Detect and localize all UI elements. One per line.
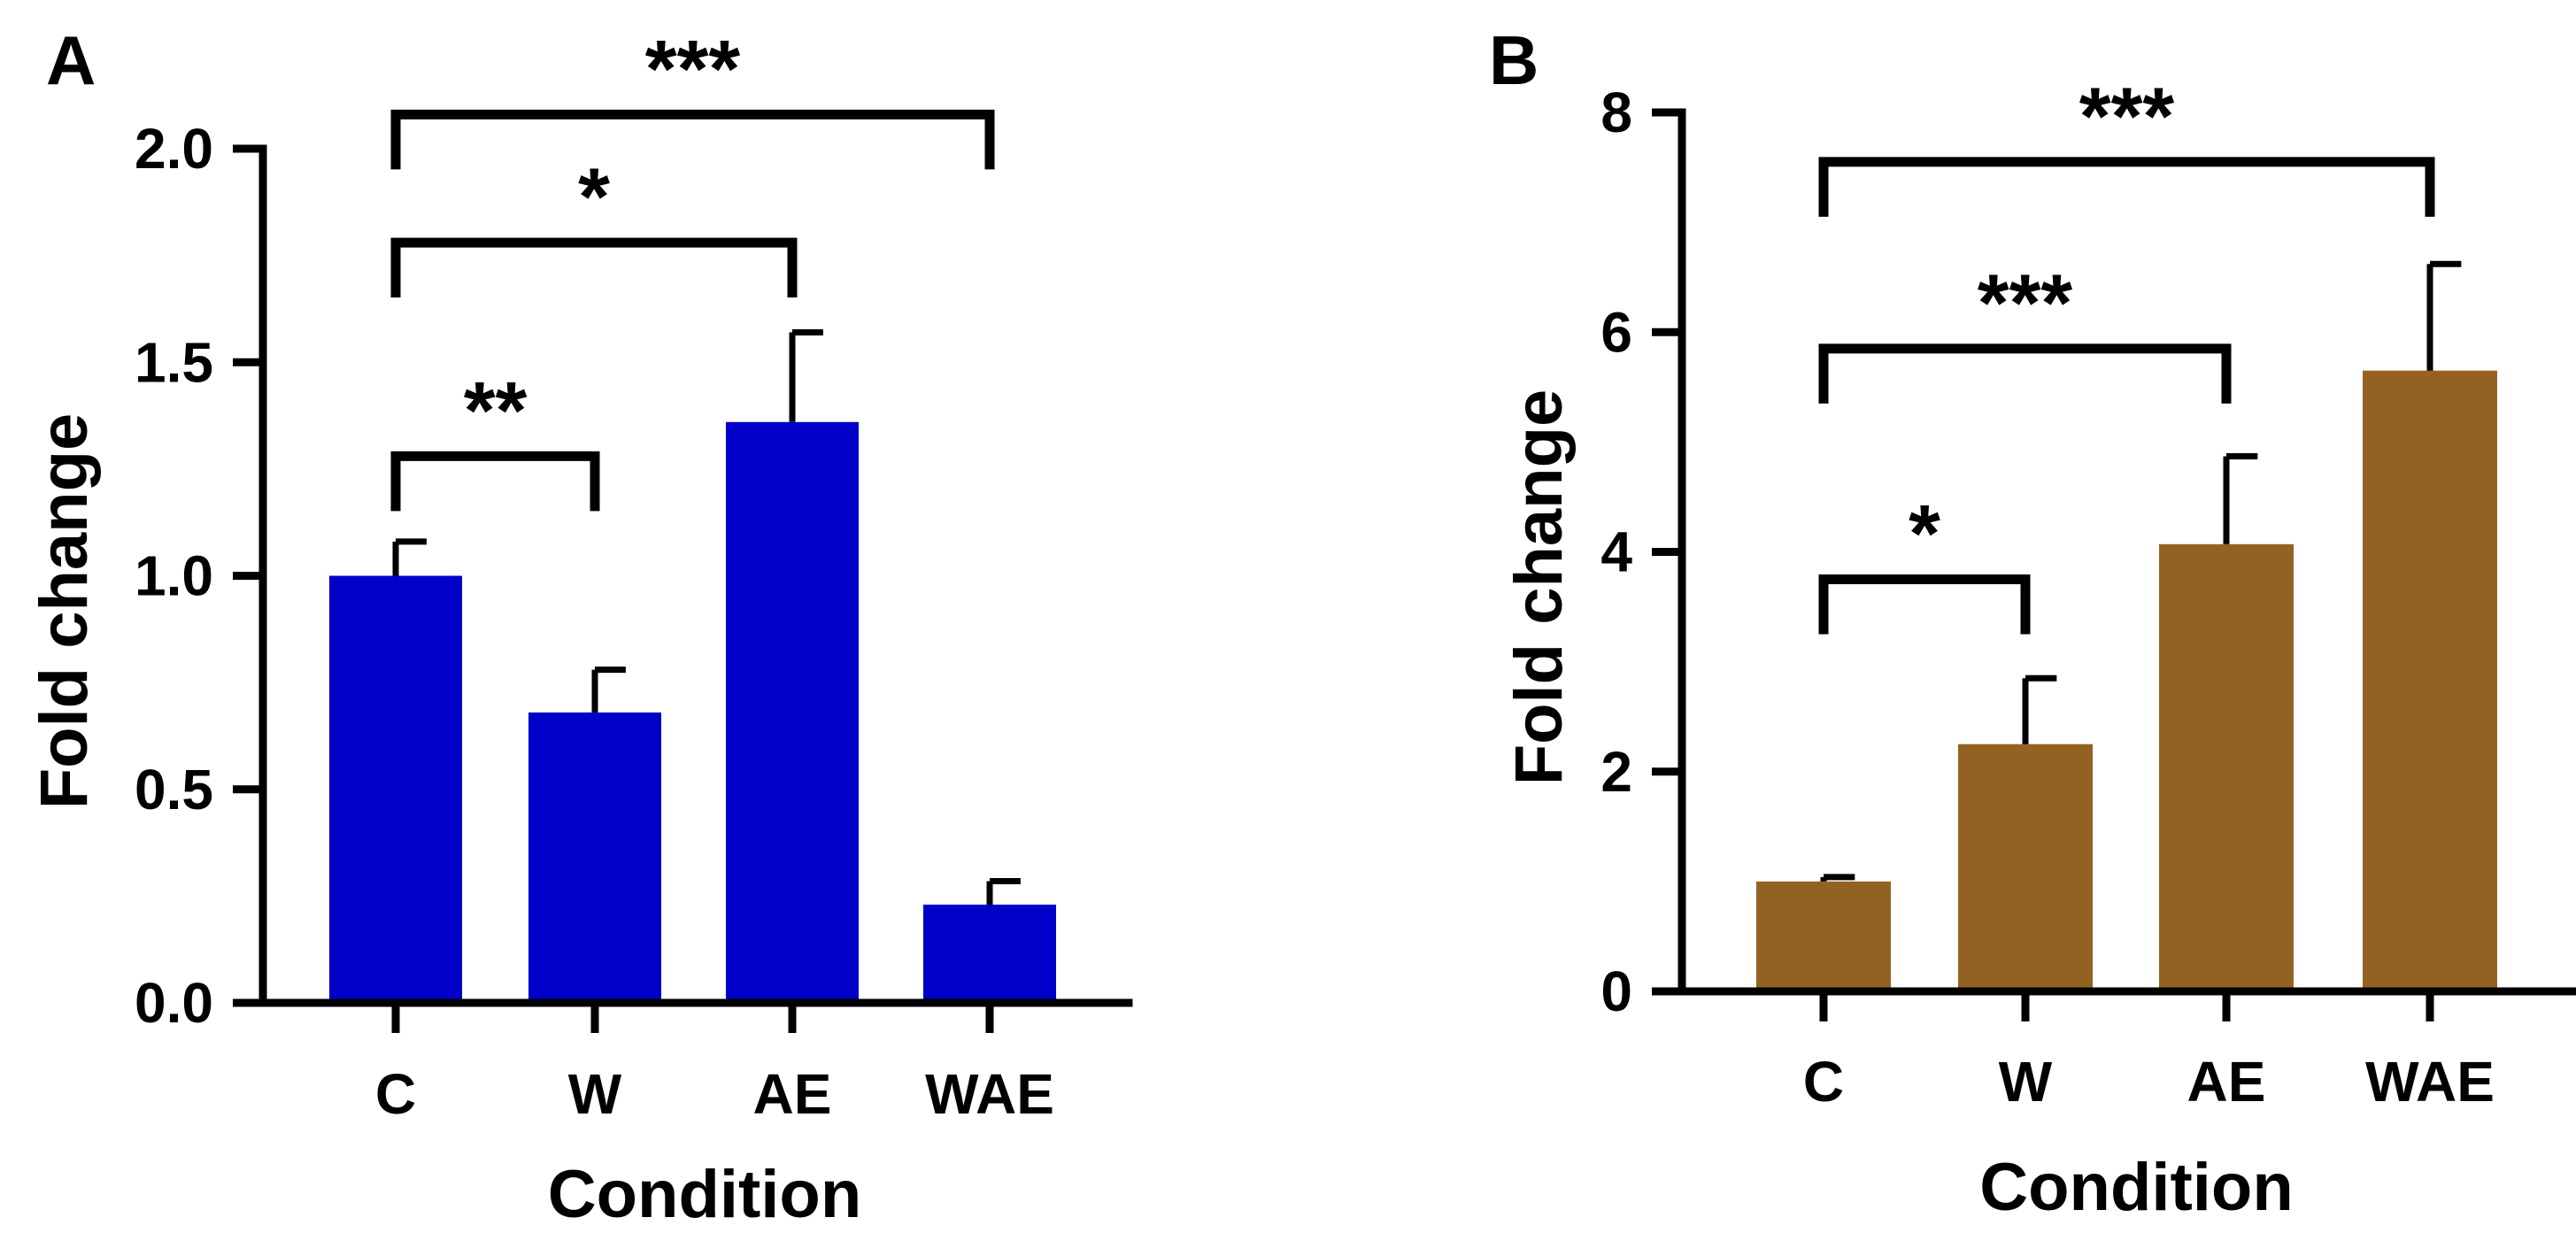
panel-a-sig-bracket-c-w xyxy=(390,451,600,512)
panel-a-y-tick-label: 0.0 xyxy=(135,971,213,1035)
panel-a-x-tick-label-w: W xyxy=(568,1062,622,1126)
panel-a-y-axis-title: Fold change xyxy=(27,413,102,810)
panel-a-sig-label-c-w: ** xyxy=(464,366,528,456)
panel-b-errorbar-ae xyxy=(2223,453,2258,544)
panel-b-y-tick-label: 4 xyxy=(1600,520,1632,584)
panel-a-bar-wae xyxy=(923,905,1056,1003)
panel-a-sig-label-c-wae: *** xyxy=(645,24,741,114)
panel-b-sig-label-c-ae: *** xyxy=(1978,258,2073,349)
panel-a-sig-bracket-c-ae xyxy=(390,237,798,298)
panel-b-bar-c xyxy=(1756,881,1891,991)
panel-b-sig-bracket-c-ae xyxy=(1818,343,2232,404)
panel-b-x-tick-label-wae: WAE xyxy=(2365,1050,2495,1114)
panel-a-x-axis-title: Condition xyxy=(548,1157,862,1232)
panel-a-y-tick-label: 1.0 xyxy=(135,544,213,608)
panel-b-x-tick-label-w: W xyxy=(1999,1050,2053,1114)
panel-b-sig-bracket-c-wae xyxy=(1818,157,2435,217)
panel-a-bar-ae xyxy=(726,421,859,1003)
panel-b-sig-label-c-wae: *** xyxy=(2079,72,2175,162)
panel-b-y-tick-label: 2 xyxy=(1600,740,1632,804)
panel-a-y-tick-label: 2.0 xyxy=(135,117,213,181)
panel-b-y-tick-label: 0 xyxy=(1600,959,1632,1023)
panel-b-bar-ae xyxy=(2159,543,2294,991)
panel-b-y-tick-label: 8 xyxy=(1600,81,1632,144)
panel-b-x-axis-title: Condition xyxy=(1979,1150,2294,1225)
panel-b-x-tick-label-c: C xyxy=(1803,1050,1844,1114)
panel-b-y-tick-label: 6 xyxy=(1600,300,1632,364)
panel-a-errorbar-ae xyxy=(789,328,823,422)
panel-a-y-tick-label: 0.5 xyxy=(135,758,213,821)
panel-a-y-tick-label: 1.5 xyxy=(135,330,213,394)
panel-a-x-tick-label-ae: AE xyxy=(753,1062,832,1126)
panel-a-sig-label-c-ae: * xyxy=(578,152,610,243)
panel-b-x-tick-label-ae: AE xyxy=(2187,1050,2266,1114)
panel-b-errorbar-wae xyxy=(2426,260,2462,371)
panel-b-errorbar-c xyxy=(1820,874,1855,882)
panel-b-sig-label-c-w: * xyxy=(1909,489,1940,580)
panel-a-errorbar-w xyxy=(591,667,626,713)
panel-a-letter: A xyxy=(46,21,96,99)
panel-b-bar-w xyxy=(1958,744,2093,991)
panel-a-sig-bracket-c-wae xyxy=(390,109,995,170)
panel-a-bar-w xyxy=(528,712,661,1003)
panel-a-errorbar-c xyxy=(392,538,427,576)
panel-a-x-tick-label-wae: WAE xyxy=(925,1062,1054,1126)
panel-b-letter: B xyxy=(1489,21,1539,99)
panel-b-errorbar-w xyxy=(2022,674,2057,744)
panel-b-y-axis-title: Fold change xyxy=(1501,389,1577,786)
panel-b-bar-wae xyxy=(2363,370,2497,992)
panel-a-errorbar-wae xyxy=(986,877,1021,905)
panel-b-sig-bracket-c-w xyxy=(1818,574,2031,635)
panel-a-x-tick-label-c: C xyxy=(375,1062,416,1126)
panel-a-bar-c xyxy=(329,575,462,1003)
